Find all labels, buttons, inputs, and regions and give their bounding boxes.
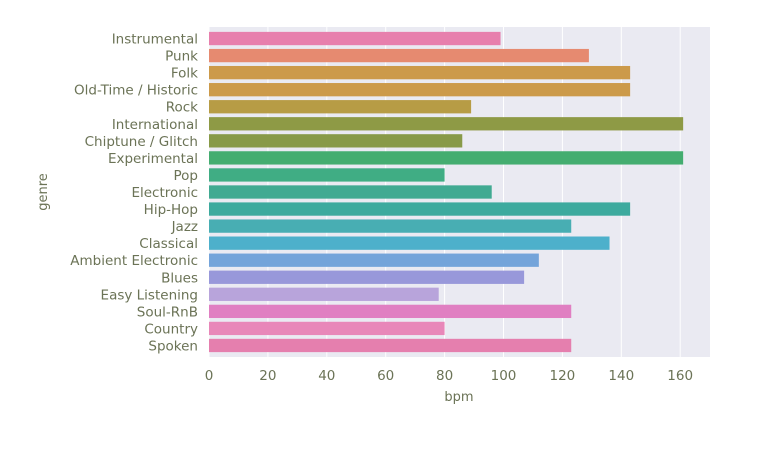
y-tick-label: Hip-Hop <box>144 202 198 218</box>
y-axis-label: genre <box>36 173 51 211</box>
y-tick-label: Blues <box>161 270 198 286</box>
bar-chiptune-glitch <box>209 134 463 148</box>
y-tick-label: Ambient Electronic <box>70 253 198 269</box>
x-tick-label: 140 <box>608 368 634 384</box>
y-tick-label: Chiptune / Glitch <box>85 134 198 150</box>
y-tick-label: Folk <box>171 66 198 82</box>
y-tick-label: Old-Time / Historic <box>74 83 198 99</box>
x-tick-label: 40 <box>318 368 335 384</box>
y-tick-label: Spoken <box>148 338 198 354</box>
bar-spoken <box>209 338 572 353</box>
x-tick-label: 120 <box>550 368 576 384</box>
y-tick-label: Rock <box>166 100 198 116</box>
bar-blues <box>209 270 525 284</box>
y-tick-label: Instrumental <box>112 32 198 48</box>
x-tick-labels: 0 20 40 60 80 100 120 140 160 <box>205 368 693 384</box>
y-tick-label: Experimental <box>108 151 198 167</box>
bar-country <box>209 321 445 336</box>
bar-jazz <box>209 219 572 233</box>
bar-soul-rnb <box>209 304 572 319</box>
bar-instrumental <box>209 31 501 46</box>
x-tick-label: 160 <box>667 368 693 384</box>
bar-easy-listening <box>209 287 439 301</box>
bars <box>209 31 684 353</box>
y-tick-label: Pop <box>174 168 199 184</box>
x-tick-label: 80 <box>436 368 453 384</box>
bar-ambient-electronic <box>209 253 539 267</box>
y-tick-label: Soul-RnB <box>137 304 198 320</box>
x-tick-label: 100 <box>491 368 517 384</box>
x-tick-label: 20 <box>259 368 276 384</box>
bar-punk <box>209 48 589 63</box>
bar-classical <box>209 236 610 250</box>
y-tick-label: Country <box>144 321 198 337</box>
bar-pop <box>209 168 445 182</box>
bar-experimental <box>209 151 684 165</box>
y-tick-label: Punk <box>165 49 198 65</box>
x-axis-label: bpm <box>444 390 473 405</box>
bar-international <box>209 117 684 131</box>
y-tick-label: Classical <box>139 236 198 252</box>
y-tick-label: Electronic <box>131 185 198 201</box>
y-tick-label: Jazz <box>171 219 198 235</box>
x-tick-label: 60 <box>377 368 394 384</box>
y-tick-label: International <box>112 117 198 133</box>
bar-rock <box>209 100 472 114</box>
bar-hip-hop <box>209 202 631 216</box>
bar-folk <box>209 65 631 80</box>
x-tick-label: 0 <box>205 368 214 384</box>
y-tick-label: Easy Listening <box>101 287 198 303</box>
bar-electronic <box>209 185 492 199</box>
bar-old-time-historic <box>209 83 631 97</box>
